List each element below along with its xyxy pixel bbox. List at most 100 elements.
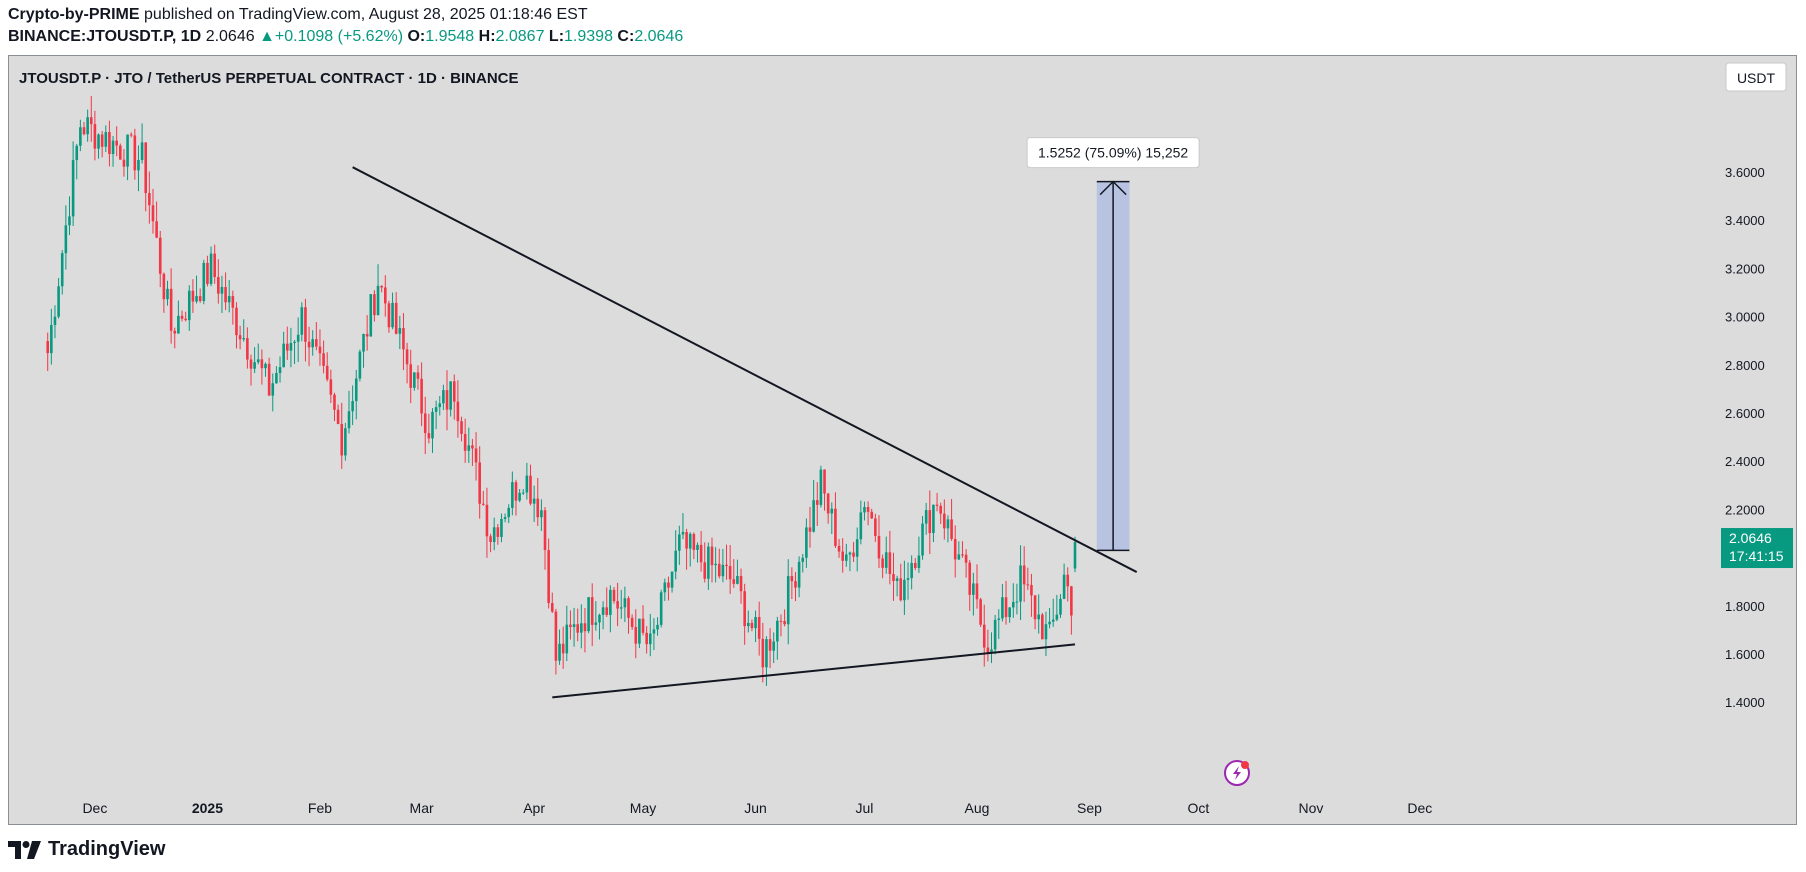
candle-body: [768, 639, 772, 651]
candle-body: [819, 469, 823, 505]
candle-body: [892, 574, 895, 581]
candle: [797, 556, 801, 598]
candle-body: [104, 132, 108, 147]
candle: [1001, 584, 1004, 622]
candle-body: [728, 565, 732, 580]
candle: [982, 604, 986, 667]
candle-body: [1001, 597, 1004, 619]
candle-body: [471, 445, 474, 449]
candle-body: [750, 622, 754, 629]
candle: [855, 527, 859, 572]
x-tick-label: Apr: [523, 800, 545, 816]
candle-body: [583, 623, 587, 632]
candle: [151, 188, 155, 234]
candle-body: [133, 135, 137, 171]
candle: [1033, 595, 1037, 630]
currency-label: USDT: [1737, 70, 1776, 86]
candle: [64, 205, 68, 270]
candle-body: [137, 159, 140, 171]
candle-body: [881, 558, 884, 568]
candle: [318, 329, 322, 366]
candle-body: [1011, 601, 1015, 608]
candle-body: [242, 338, 246, 340]
candle: [267, 357, 271, 396]
candle-body: [442, 390, 445, 404]
candle-body: [518, 492, 521, 501]
candle: [961, 541, 964, 558]
measure-label[interactable]: 1.5252 (75.09%) 15,252: [1026, 137, 1200, 169]
candle-body: [492, 527, 496, 542]
candle-body: [285, 343, 289, 351]
candle-body: [151, 205, 155, 222]
candle-body: [1019, 565, 1022, 602]
candle: [119, 143, 122, 160]
candle-body: [402, 328, 405, 350]
candle-body: [264, 363, 267, 369]
candle-body: [641, 618, 645, 633]
candle: [296, 317, 300, 362]
candle: [394, 292, 398, 335]
candle-body: [354, 378, 358, 402]
candle: [68, 196, 71, 236]
candle: [761, 622, 765, 683]
candle: [1066, 567, 1070, 602]
candle-body: [790, 576, 794, 582]
candle: [623, 586, 627, 623]
open-label: O:: [407, 28, 426, 45]
candle-body: [565, 624, 569, 654]
candle-body: [115, 140, 118, 146]
candle-body: [797, 561, 801, 588]
candle: [881, 554, 884, 579]
candle: [917, 536, 921, 573]
candle: [311, 330, 314, 356]
candle: [1044, 611, 1048, 656]
candle: [246, 327, 249, 369]
low-value: 1.9398: [564, 28, 613, 45]
x-tick-label: May: [630, 800, 656, 816]
candle-body: [547, 550, 550, 604]
currency-button[interactable]: USDT: [1725, 62, 1787, 92]
candle: [155, 201, 158, 239]
candle-body: [743, 591, 746, 627]
candle: [645, 626, 648, 654]
candle: [391, 292, 394, 330]
candle-body: [1044, 624, 1048, 640]
flash-icon[interactable]: [1224, 760, 1250, 786]
candle-body: [144, 142, 148, 194]
candle: [50, 308, 53, 365]
candle-body: [507, 507, 511, 518]
candle: [235, 302, 238, 349]
candle-body: [445, 390, 449, 410]
candle: [231, 290, 235, 325]
candle: [249, 354, 253, 386]
author-name[interactable]: Crypto-by-PRIME: [8, 6, 140, 23]
candle: [75, 143, 79, 180]
candle: [220, 275, 224, 313]
candle-body: [663, 582, 667, 593]
candle-body: [456, 401, 460, 422]
candle: [438, 395, 442, 416]
candle-body: [823, 469, 826, 494]
candle: [696, 542, 699, 563]
y-tick-label: 3.0000: [1725, 310, 1765, 325]
candle-body: [213, 253, 216, 278]
price-axis[interactable]: [1719, 56, 1796, 824]
candle: [692, 532, 696, 560]
candle: [431, 408, 434, 453]
candle: [547, 538, 550, 609]
candle-body: [888, 552, 892, 575]
candle: [939, 502, 942, 524]
candle-body: [333, 394, 336, 410]
candle-body: [478, 462, 481, 504]
y-tick-label: 3.6000: [1725, 165, 1765, 180]
tradingview-logo[interactable]: TradingView: [8, 838, 165, 861]
candle-body: [220, 287, 224, 294]
candle: [1008, 607, 1011, 623]
candle: [772, 632, 776, 664]
chart-frame[interactable]: 3.6000 3.4000 3.2000 3.0000 2.8000 2.6000 2.40…: [8, 55, 1797, 825]
candle: [710, 537, 714, 583]
candle-body: [779, 620, 783, 622]
price-chart[interactable]: 3.6000 3.4000 3.2000 3.0000 2.8000 2.6000 2.40…: [9, 56, 1796, 824]
candle-body: [413, 372, 416, 388]
candle-body: [351, 401, 354, 412]
